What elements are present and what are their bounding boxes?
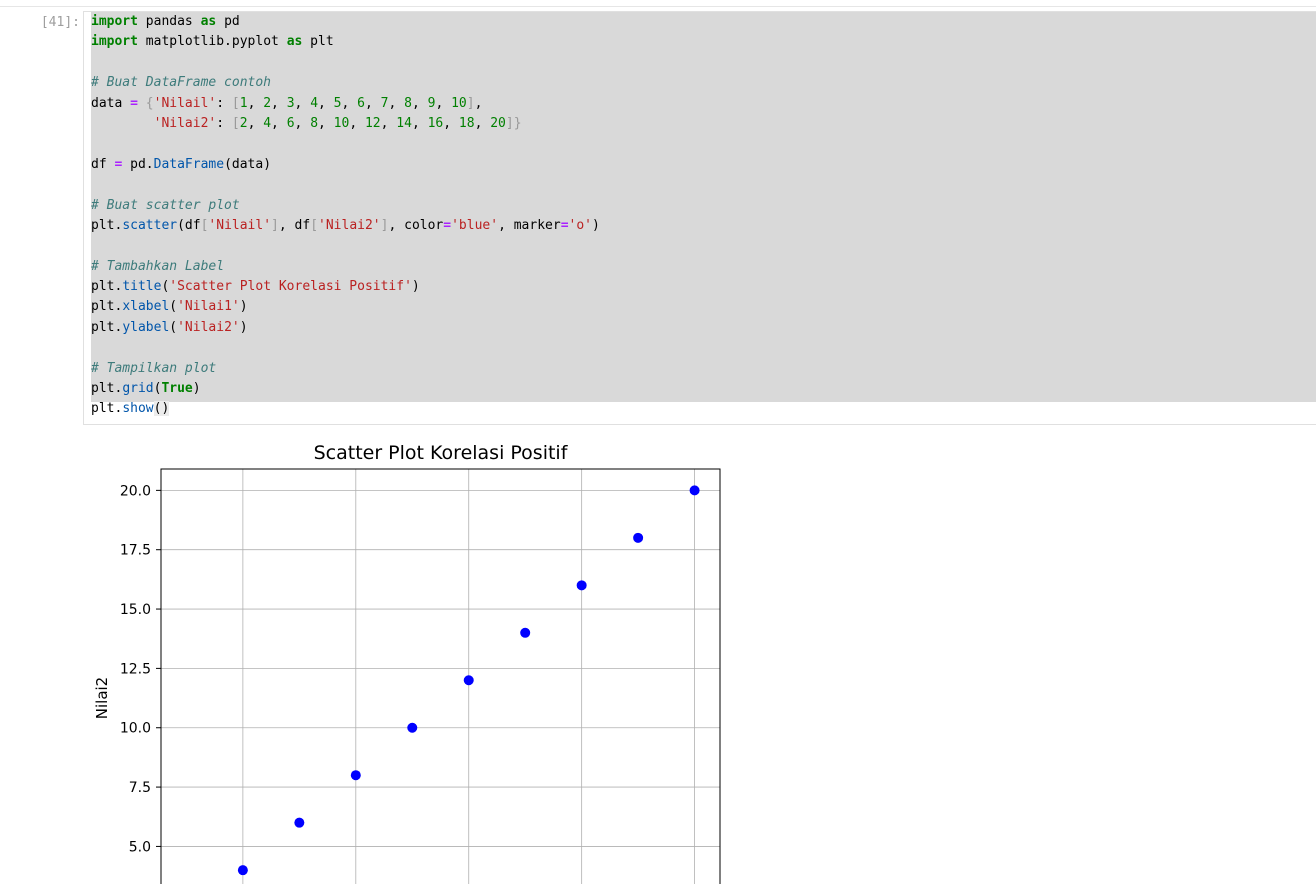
scatter-point xyxy=(633,532,644,543)
code-line: data = {'Nilail': [1, 2, 3, 4, 5, 6, 7, … xyxy=(91,95,483,111)
y-tick-label: 20.0 xyxy=(120,483,151,499)
code-number: 9 xyxy=(427,95,436,111)
code-line: # Buat scatter plot xyxy=(91,197,240,213)
axes-frame xyxy=(160,468,721,888)
code-line-blank xyxy=(91,134,600,154)
y-axis-label: Nilai2 xyxy=(93,677,111,719)
code-line: plt.scatter(df['Nilail'], df['Nilai2'], … xyxy=(91,217,600,233)
code-number: 16 xyxy=(427,115,444,131)
execution-count: [41]: xyxy=(40,15,80,30)
y-axis-ticks: 2.55.07.510.012.515.017.520.0 xyxy=(120,483,161,855)
code-number: 4 xyxy=(310,95,319,111)
code-line: import pandas as pd xyxy=(91,14,240,29)
code-editor[interactable] xyxy=(91,12,1316,402)
y-tick-label: 10.0 xyxy=(120,721,151,737)
code-line: # Tambahkan Label xyxy=(91,258,225,274)
code-number: 10 xyxy=(333,115,350,131)
code-number: 2 xyxy=(239,115,248,131)
code-line: # Buat DataFrame contoh xyxy=(91,75,272,91)
code-number: 8 xyxy=(310,115,319,131)
grid-lines xyxy=(161,469,720,888)
cell-output: 2.55.07.510.012.515.017.520.0 Scatter Pl… xyxy=(83,432,783,888)
code-line: df = pd.DataFrame(data) xyxy=(91,156,272,172)
code-line-blank xyxy=(91,236,600,256)
scatter-chart: 2.55.07.510.012.515.017.520.0 Scatter Pl… xyxy=(83,432,783,888)
code-number: 20 xyxy=(490,115,506,131)
code-line: plt.show() xyxy=(91,401,170,417)
scatter-point xyxy=(576,580,587,591)
figure-background xyxy=(83,432,783,884)
code-line: plt.ylabel('Nilai2') xyxy=(91,319,248,335)
code-line: plt.xlabel('Nilai1') xyxy=(91,299,248,315)
scatter-point xyxy=(689,485,700,496)
code-line-blank xyxy=(91,53,600,73)
code-line: # Tampilkan plot xyxy=(91,360,217,376)
code-line: import matplotlib.pyplot as plt xyxy=(91,34,334,50)
top-divider xyxy=(0,6,1316,7)
code-number: 8 xyxy=(404,95,412,111)
data-points xyxy=(237,485,700,876)
code-number: 7 xyxy=(380,95,389,111)
y-tick-label: 12.5 xyxy=(120,661,151,677)
code-number: 2 xyxy=(263,95,272,111)
code-line-blank xyxy=(91,175,600,195)
scatter-point xyxy=(294,817,305,828)
code-number: 6 xyxy=(286,115,295,131)
code-text[interactable]: import pandas as pd import matplotlib.pyp… xyxy=(91,12,600,420)
chart-title: Scatter Plot Korelasi Positif xyxy=(314,442,569,464)
scatter-point xyxy=(463,675,474,686)
y-tick-label: 15.0 xyxy=(120,602,151,618)
scatter-point xyxy=(350,770,361,781)
code-number: 4 xyxy=(263,115,272,131)
code-number: 10 xyxy=(451,95,467,111)
code-number: 14 xyxy=(396,115,412,131)
code-line: plt.grid(True) xyxy=(91,381,201,397)
code-number: 1 xyxy=(239,95,248,111)
y-tick-label: 5.0 xyxy=(129,839,151,855)
code-number: 6 xyxy=(357,95,365,111)
scatter-point xyxy=(520,627,531,638)
y-tick-label: 7.5 xyxy=(129,780,151,796)
code-number: 12 xyxy=(364,115,381,131)
code-line: 'Nilai2': [2, 4, 6, 8, 10, 12, 14, 16, 1… xyxy=(153,115,522,131)
code-number: 5 xyxy=(333,95,342,111)
code-number: 3 xyxy=(286,95,295,111)
code-line: plt.title('Scatter Plot Korelasi Positif… xyxy=(91,279,420,295)
code-line-blank xyxy=(91,338,600,358)
code-number: 18 xyxy=(458,115,475,131)
scatter-point xyxy=(237,865,248,876)
y-tick-label: 17.5 xyxy=(120,543,151,559)
scatter-point xyxy=(407,722,418,733)
